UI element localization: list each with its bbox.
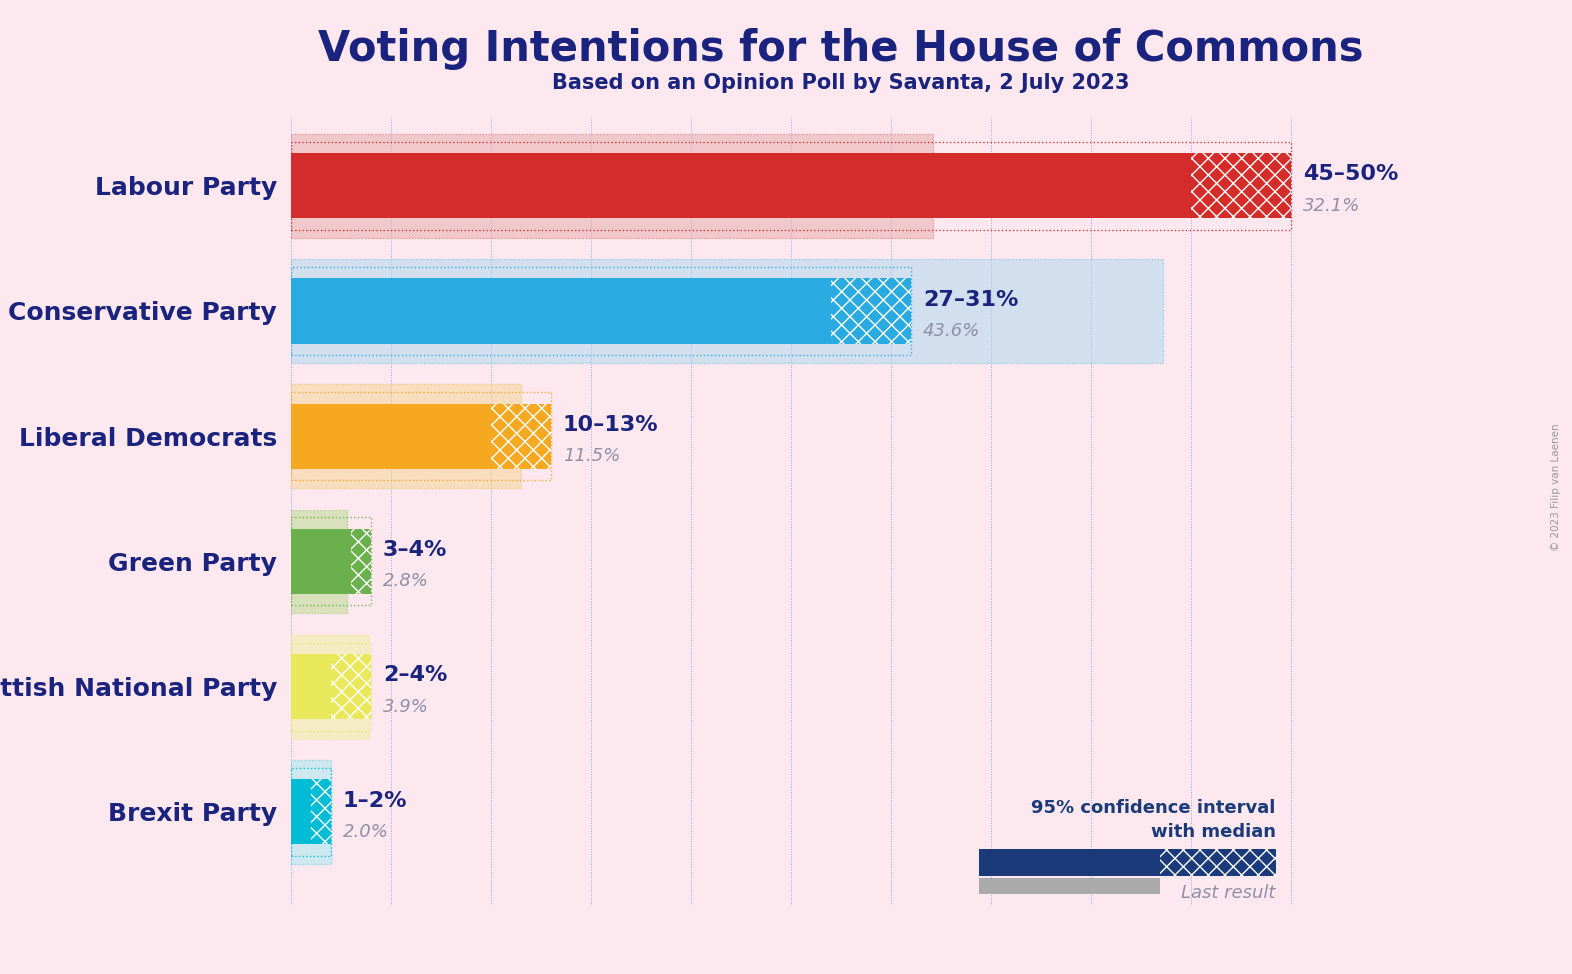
Bar — [832, 279, 912, 344]
Text: 10–13%: 10–13% — [563, 415, 659, 435]
Bar — [1192, 153, 1291, 218]
Text: 95% confidence interval
with median: 95% confidence interval with median — [1031, 800, 1276, 841]
Title: Voting Intentions for the House of Commons: Voting Intentions for the House of Commo… — [318, 28, 1364, 70]
Text: 2.8%: 2.8% — [384, 573, 429, 590]
Bar — [291, 655, 330, 719]
Bar — [291, 142, 1291, 230]
Bar — [291, 529, 351, 594]
Text: 27–31%: 27–31% — [923, 289, 1019, 310]
Bar — [291, 133, 934, 238]
Bar — [291, 760, 330, 864]
Bar — [291, 279, 832, 344]
Text: 1–2%: 1–2% — [343, 791, 407, 810]
Bar — [291, 133, 934, 238]
Bar — [978, 878, 1160, 894]
Bar — [291, 403, 490, 468]
Bar — [291, 779, 311, 844]
Text: 2–4%: 2–4% — [384, 665, 446, 686]
Text: 45–50%: 45–50% — [1303, 165, 1399, 184]
Bar — [291, 267, 912, 355]
Text: 43.6%: 43.6% — [923, 322, 981, 340]
Bar — [291, 517, 371, 606]
Text: 3.9%: 3.9% — [384, 697, 429, 716]
Text: Based on an Opinion Poll by Savanta, 2 July 2023: Based on an Opinion Poll by Savanta, 2 J… — [552, 73, 1130, 94]
Bar — [291, 385, 520, 488]
Text: 32.1%: 32.1% — [1303, 197, 1360, 215]
Bar — [291, 259, 1163, 363]
Bar — [311, 779, 330, 844]
Bar — [291, 760, 330, 864]
Text: 3–4%: 3–4% — [384, 541, 446, 560]
Text: Last result: Last result — [1181, 883, 1276, 902]
Bar — [291, 643, 371, 730]
Bar — [1160, 848, 1276, 877]
Bar — [291, 509, 347, 614]
Bar — [330, 655, 371, 719]
Bar — [291, 385, 520, 488]
Bar — [291, 635, 369, 738]
Bar — [291, 393, 550, 480]
Bar — [490, 403, 550, 468]
Bar — [291, 259, 1163, 363]
Bar — [291, 509, 347, 614]
Text: 11.5%: 11.5% — [563, 447, 621, 466]
Bar — [351, 529, 371, 594]
Text: 2.0%: 2.0% — [343, 823, 388, 841]
Bar — [291, 768, 330, 856]
Bar — [291, 635, 369, 738]
Bar — [978, 848, 1160, 877]
Bar — [291, 153, 1192, 218]
Text: © 2023 Filip van Laenen: © 2023 Filip van Laenen — [1552, 423, 1561, 551]
